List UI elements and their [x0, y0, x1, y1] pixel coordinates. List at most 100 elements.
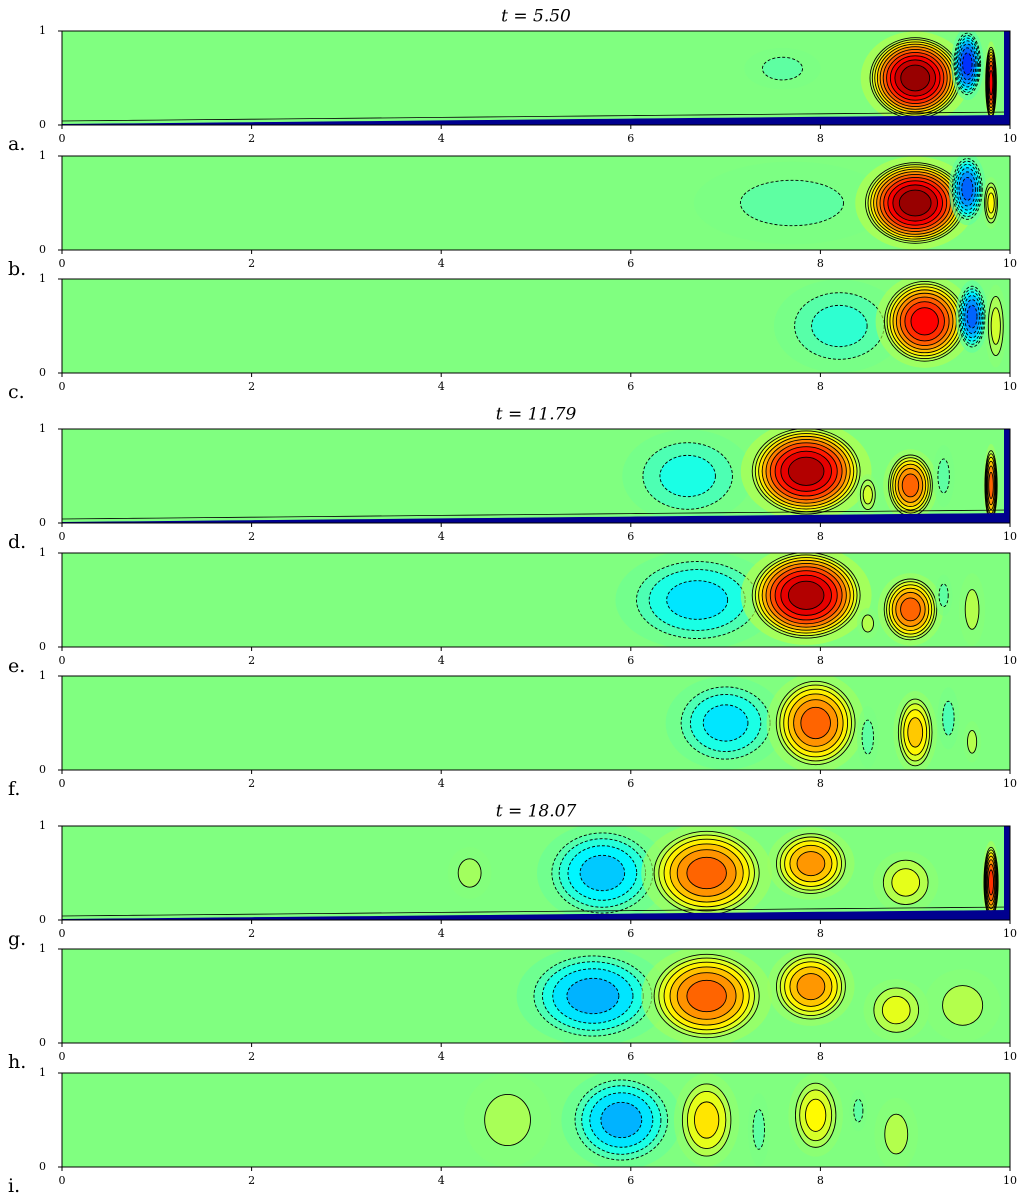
x-tick-label: 0: [59, 1050, 66, 1063]
plot-area: [62, 553, 1010, 647]
x-tick-label: 6: [627, 530, 634, 543]
panel-label: f.: [8, 778, 20, 800]
vortex: [516, 949, 670, 1043]
contour-level: [787, 456, 825, 486]
vortex: [788, 1073, 843, 1157]
x-tick-label: 8: [817, 257, 824, 270]
x-tick-label: 8: [817, 132, 824, 145]
x-tick-label: 2: [248, 654, 255, 667]
contour-level: [962, 52, 973, 76]
vortex: [984, 41, 998, 125]
background-field: [62, 826, 1010, 920]
wall-layer: [62, 513, 1010, 523]
x-tick-label: 2: [248, 530, 255, 543]
x-tick-label: 4: [438, 1174, 445, 1187]
wall-strip: [1004, 429, 1010, 523]
vortex: [983, 444, 999, 523]
x-tick-label: 4: [438, 132, 445, 145]
contour-level: [600, 1101, 643, 1139]
contour-level: [987, 192, 995, 214]
contour-level: [796, 851, 826, 877]
vortex: [924, 969, 1001, 1042]
x-tick-label: 6: [627, 132, 634, 145]
x-tick-label: 6: [627, 654, 634, 667]
vortex: [767, 949, 855, 1026]
plot-area: [62, 676, 1010, 770]
y-tick-label: 0: [39, 516, 46, 529]
x-tick-label: 6: [627, 257, 634, 270]
y-tick-label: 0: [39, 1160, 46, 1173]
contour-level: [988, 70, 994, 96]
vortex: [883, 449, 938, 522]
panel-label: a.: [8, 133, 25, 155]
plot-area: [62, 156, 1010, 250]
contour-level: [666, 580, 729, 620]
x-tick-label: 4: [438, 380, 445, 393]
wall-layer: [62, 115, 1010, 125]
x-tick-label: 4: [438, 777, 445, 790]
contour-level: [988, 471, 994, 499]
y-tick-label: 1: [39, 546, 46, 559]
wall-strip: [1004, 31, 1010, 125]
panel-title: t = 11.79: [496, 405, 577, 425]
vortex: [773, 279, 905, 373]
contour-level: [752, 1109, 765, 1150]
vortex: [740, 553, 872, 645]
x-tick-label: 4: [438, 1050, 445, 1063]
vortex: [875, 279, 974, 368]
x-tick-label: 0: [59, 777, 66, 790]
contour-level: [891, 868, 921, 897]
panel-label: h.: [8, 1051, 26, 1073]
y-tick-label: 1: [39, 1066, 46, 1079]
axes-frame: [61, 30, 1011, 126]
x-tick-label: 8: [817, 1050, 824, 1063]
plot-area: [62, 429, 1010, 523]
panel-label: c.: [8, 381, 25, 403]
x-tick-label: 6: [627, 1050, 634, 1063]
contour-level: [739, 179, 844, 227]
contour-level: [796, 973, 826, 1001]
contour-level: [579, 854, 626, 892]
axes-frame: [61, 428, 1011, 524]
y-tick-label: 0: [39, 1036, 46, 1049]
wall-layer: [62, 910, 1010, 920]
vortex: [740, 429, 872, 521]
y-tick-label: 0: [39, 913, 46, 926]
contour-level: [900, 597, 921, 622]
x-tick-label: 10: [1003, 257, 1017, 270]
panel-label: e.: [8, 655, 25, 677]
x-tick-label: 10: [1003, 1050, 1017, 1063]
vortex: [893, 691, 937, 770]
contour-level: [761, 56, 803, 81]
vortex: [622, 429, 754, 523]
vortex: [693, 161, 891, 245]
plot-area: [62, 949, 1010, 1043]
contour-level: [484, 1093, 531, 1147]
vortex: [877, 573, 944, 646]
vortex: [958, 573, 986, 646]
contour-level: [686, 856, 727, 890]
axes-frame: [61, 948, 1011, 1044]
contour-level: [800, 706, 831, 740]
y-tick-label: 1: [39, 422, 46, 435]
contour-level: [861, 614, 874, 633]
plot-area: [62, 279, 1010, 373]
x-tick-label: 8: [817, 380, 824, 393]
x-tick-label: 4: [438, 927, 445, 940]
wall-contour: [62, 509, 1010, 520]
panel-label: d.: [8, 531, 26, 553]
panel-title: t = 5.50: [501, 7, 571, 27]
panel-label: g.: [8, 928, 26, 950]
contour-level: [881, 995, 911, 1025]
axes-frame: [61, 552, 1011, 648]
x-tick-label: 10: [1003, 654, 1017, 667]
contour-level: [884, 1113, 909, 1155]
x-tick-label: 8: [817, 654, 824, 667]
vortex: [982, 841, 1000, 920]
x-tick-label: 6: [627, 927, 634, 940]
vortex: [641, 949, 773, 1043]
contour-level: [686, 979, 727, 1013]
y-tick-label: 0: [39, 118, 46, 131]
x-tick-label: 2: [248, 1050, 255, 1063]
vortex: [950, 31, 984, 101]
